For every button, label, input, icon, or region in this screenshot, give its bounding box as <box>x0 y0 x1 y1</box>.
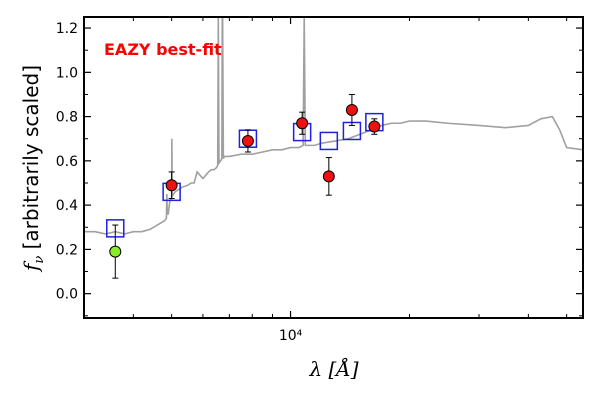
y-tick-label: 0.4 <box>56 198 78 214</box>
y-tick-label: 0.6 <box>56 154 78 170</box>
y-tick-label: 0.0 <box>56 287 78 303</box>
y-tick-label: 1.2 <box>56 21 78 37</box>
observed-flux-point <box>368 120 381 133</box>
axes-frame <box>83 16 584 319</box>
observed-flux-point <box>296 117 309 130</box>
x-ticks: 10⁴ <box>83 17 568 344</box>
outlier-flux-point <box>109 245 122 258</box>
observed-flux-point <box>322 170 335 183</box>
observed-flux-point <box>241 134 254 147</box>
y-tick-label: 0.2 <box>56 242 78 258</box>
chart-annotation: EAZY best-fit <box>104 40 222 59</box>
plot-frame <box>83 16 584 319</box>
x-tick-label: 10⁴ <box>279 328 303 344</box>
observed-flux-point <box>345 103 358 116</box>
y-tick-label: 0.8 <box>56 110 78 126</box>
x-axis-label: λ [Å] <box>308 356 358 381</box>
y-tick-label: 1.0 <box>56 65 78 81</box>
template-spectrum-line <box>84 17 583 235</box>
template-spectrum-layer <box>84 17 583 235</box>
y-ticks: 0.0 0.2 0.4 0.6 0.8 1.0 1.2 <box>56 21 583 317</box>
model-flux-box <box>319 131 339 151</box>
observed-flux-point <box>165 179 178 192</box>
model-photometry-layer <box>106 112 384 238</box>
observed-photometry-layer <box>109 93 381 279</box>
y-axis-label: fν [arbitrarily scaled] <box>19 65 47 273</box>
